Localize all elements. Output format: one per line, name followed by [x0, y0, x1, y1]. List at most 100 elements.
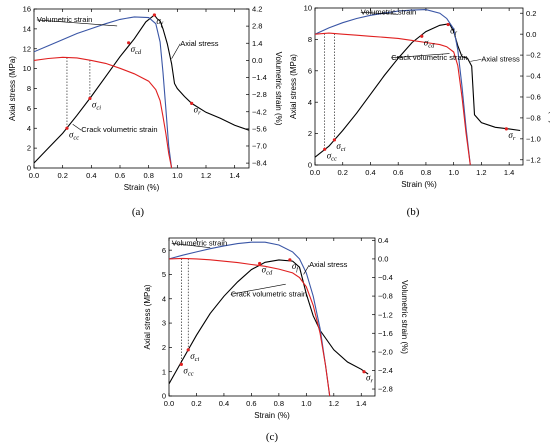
chart-1-y2-tick-label: −1.2 [526, 155, 541, 164]
chart-0-y2-tick-label: −1.4 [252, 73, 267, 82]
chart-2-x-tick-label: 0.8 [274, 399, 284, 408]
chart-0-y-tick-label: 12 [23, 44, 31, 53]
chart-0-y-tick-label: 16 [23, 5, 31, 14]
chart-2-x-tick-label: 1.2 [329, 399, 339, 408]
chart-0-series-axial-stress [34, 14, 249, 164]
chart-0-y2-tick-label: −2.8 [252, 90, 267, 99]
chart-0-y2-tick-label: −5.6 [252, 124, 267, 133]
chart-1-y2-tick-label: −1.0 [526, 134, 541, 143]
chart-1-annotation: Axial stress [481, 54, 520, 63]
chart-0-plot-frame [33, 8, 250, 169]
chart-2-annotation: Volumetric strain [172, 238, 227, 247]
chart-2-y2-tick-label: −2.4 [378, 366, 393, 375]
chart-2-y-tick-label: 3 [162, 319, 166, 328]
chart-0-marker-label-cc: σcc [69, 129, 79, 141]
chart-1-y-tick-label: 2 [308, 129, 312, 138]
chart-2-marker-cc [179, 362, 183, 366]
chart-2-y2-tick-label: −2.0 [378, 347, 393, 356]
chart-2-y-tick-label: 6 [162, 246, 166, 255]
chart-0-x-tick-label: 0.4 [86, 171, 96, 180]
chart-0-y2-tick-label: 1.4 [252, 39, 262, 48]
chart-0-marker-cc [65, 126, 69, 130]
chart-0-y-tick-label: 10 [23, 64, 31, 73]
chart-1-annotation: Volumetric strain [361, 7, 416, 16]
chart-1-y2-tick-label: −0.6 [526, 93, 541, 102]
panel-c: 0.0 0.2 0.4 0.6 0.8 1.0 1.2 1.4 0 1 2 3 4 5 6 0.4 0.0 −0.… [143, 236, 409, 443]
chart-2-x-tick-label: 0.6 [246, 399, 256, 408]
chart-2-y-tick-label: 1 [162, 367, 166, 376]
chart-1-x-tick-label: 1.2 [476, 168, 486, 177]
chart-1-y2-tick-label: −0.8 [526, 114, 541, 123]
chart-1-x-tick-label: 0.6 [393, 168, 403, 177]
chart-2-x-tick-label: 0.0 [164, 399, 174, 408]
chart-0-y2-tick-label: 2.8 [252, 22, 262, 31]
chart-0-series-crack-volumetric-strain [34, 56, 173, 168]
chart-0-x-tick-label: 1.2 [201, 171, 211, 180]
chart-1-x-tick-label: 0.8 [421, 168, 431, 177]
chart-0-marker-label-r: σr [194, 104, 201, 116]
chart-0-y2-tick-label: −4.2 [252, 107, 267, 116]
chart-2-annotation: Crack volumetric strain [231, 289, 307, 298]
chart-1-series-axial-stress [315, 23, 521, 158]
chart-1-x-tick-label: 0.2 [338, 168, 348, 177]
chart-0-y-axis-label: Axial stress (MPa) [8, 56, 17, 121]
chart-0-y-tick-label: 14 [23, 24, 31, 33]
chart-1-y2-tick-label: 0.0 [526, 30, 536, 39]
chart-1-marker-r [504, 127, 508, 131]
chart-0-marker-label-ci: σci [92, 99, 101, 111]
chart-2-y2-tick-label: 0.4 [378, 236, 388, 245]
chart-0-marker-ci [88, 96, 92, 101]
chart-1-y2-tick-label: −0.4 [526, 72, 541, 81]
chart-0-marker-cd [127, 41, 131, 45]
chart-2-marker-label-ci: σci [190, 351, 199, 363]
chart-0-y-tick-label: 8 [27, 84, 31, 93]
chart-0-y2-tick-label: 4.2 [252, 5, 262, 14]
chart-1-annotation: Crack volumetric strain [391, 53, 467, 62]
chart-1-x-tick-label: 0.4 [365, 168, 375, 177]
chart-0-marker-label-cd: σcd [131, 44, 142, 56]
chart-2-y-tick-label: 5 [162, 270, 166, 279]
chart-1-y-tick-label: 10 [304, 4, 312, 13]
chart-2-marker-f [288, 258, 292, 262]
chart-2-x-axis-label: Strain (%) [254, 411, 290, 420]
chart-1-x-tick-label: 0.0 [310, 168, 320, 177]
chart-0-marker-label-f: σf [156, 16, 163, 28]
chart-0-x-tick-label: 0.6 [115, 171, 125, 180]
chart-1-y-tick-label: 8 [308, 35, 312, 44]
chart-0-annotation-leader [171, 43, 181, 59]
chart-0-panel-label: (a) [132, 206, 145, 218]
chart-2-y2-tick-label: −1.6 [378, 329, 393, 338]
chart-2-y2-tick-label: −0.4 [378, 273, 393, 282]
chart-2-series-axial-stress [169, 259, 369, 385]
chart-0-y-tick-label: 2 [27, 144, 31, 153]
chart-0-x-tick-label: 0.8 [143, 171, 153, 180]
chart-2-marker-label-f: σf [292, 261, 299, 273]
chart-1-series-crack-volumetric-strain [315, 32, 471, 165]
chart-2-y-axis-label: Axial stress (MPa) [143, 284, 152, 349]
chart-1-marker-label-cd: σcd [424, 37, 435, 49]
chart-2-y2-tick-label: −2.8 [378, 385, 393, 394]
chart-1-annotation-leader [470, 59, 482, 62]
chart-0-y2-tick-label: −7.0 [252, 142, 267, 151]
chart-2-x-tick-label: 1.4 [356, 399, 366, 408]
chart-2-y2-axis-label: Volumetric strain (%) [400, 280, 409, 354]
chart-0-y2-axis-label: Volumetric strain (%) [274, 52, 283, 126]
chart-2-annotation-leader [303, 265, 310, 275]
chart-1-annotation-leader [391, 53, 450, 59]
chart-0-annotation: Crack volumetric strain [81, 125, 157, 134]
chart-1-marker-label-f: σf [450, 25, 457, 37]
chart-0-x-axis-label: Strain (%) [124, 183, 160, 192]
chart-1-marker-ci [332, 138, 337, 142]
chart-2-marker-label-cc: σcc [183, 365, 193, 377]
chart-0-y2-tick-label: 0.0 [252, 56, 262, 65]
chart-1-x-axis-label: Strain (%) [401, 180, 437, 189]
chart-1-x-tick-label: 1.0 [448, 168, 458, 177]
chart-0-y-tick-label: 4 [27, 124, 31, 133]
chart-2-x-tick-label: 1.0 [301, 399, 311, 408]
chart-2-y-tick-label: 4 [162, 294, 166, 303]
chart-2-x-tick-label: 0.2 [191, 399, 201, 408]
chart-1-y-axis-label: Axial stress (MPa) [289, 54, 298, 119]
chart-0-x-tick-label: 1.4 [229, 171, 239, 180]
chart-0-y2-tick-label: −8.4 [252, 159, 267, 168]
